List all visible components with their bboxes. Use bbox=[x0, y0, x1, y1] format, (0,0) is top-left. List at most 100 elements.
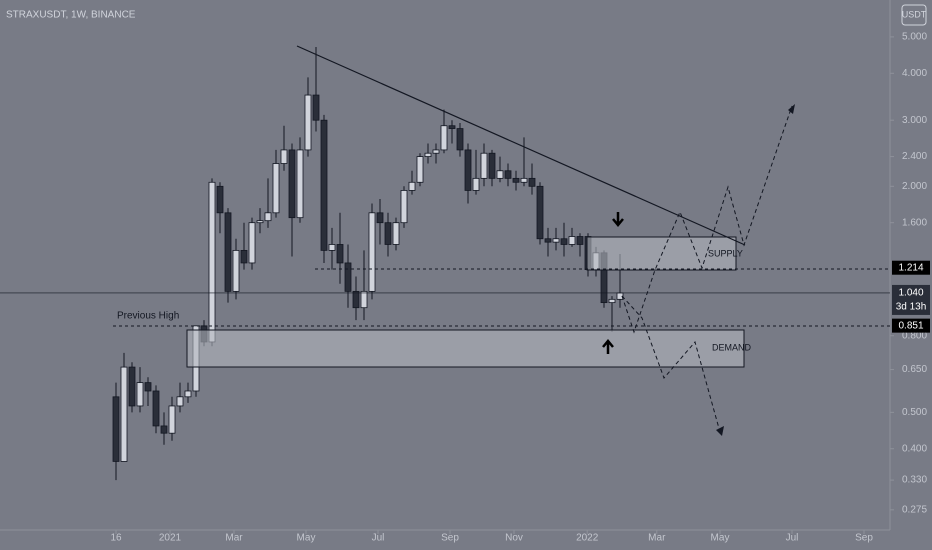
candle-body bbox=[344, 262, 352, 292]
candle-body bbox=[520, 177, 528, 183]
candle-body bbox=[496, 170, 504, 179]
candle-body bbox=[608, 298, 616, 304]
candle-body bbox=[216, 185, 224, 214]
x-tick-label: Jul bbox=[372, 533, 385, 544]
candle-body bbox=[320, 119, 328, 251]
candle-body bbox=[128, 366, 136, 407]
candle-body bbox=[208, 181, 216, 343]
x-tick-label: Sep bbox=[441, 533, 459, 544]
candle-body bbox=[144, 382, 152, 392]
chart-title: STRAXUSDT, 1W, BINANCE bbox=[6, 10, 136, 21]
x-tick-label: 2021 bbox=[159, 533, 182, 544]
x-tick-label: May bbox=[711, 533, 730, 544]
candle-body bbox=[392, 222, 400, 245]
candle-body bbox=[352, 290, 360, 309]
up-arrow bbox=[602, 339, 614, 354]
candle-body bbox=[552, 238, 560, 243]
x-tick-label: Jul bbox=[786, 533, 799, 544]
candle-body bbox=[328, 244, 336, 251]
trend-line bbox=[296, 45, 746, 246]
candle-body bbox=[416, 156, 424, 183]
x-tick-label: Nov bbox=[505, 533, 523, 544]
candle-body bbox=[368, 212, 376, 292]
bear-scenario bbox=[621, 295, 721, 433]
x-tick-label: May bbox=[297, 533, 316, 544]
arrow-head bbox=[788, 104, 795, 114]
candle-body bbox=[264, 212, 272, 222]
candle-body bbox=[472, 177, 480, 191]
candle-body bbox=[168, 405, 176, 434]
y-tick-label: 0.500 bbox=[902, 407, 927, 418]
y-tick-label: 5.000 bbox=[902, 32, 927, 43]
candle-body bbox=[288, 149, 296, 219]
previous-high-label: Previous High bbox=[117, 311, 179, 322]
supply-zone bbox=[586, 236, 737, 271]
x-tick-label: 2022 bbox=[576, 533, 599, 544]
countdown: 3d 13h bbox=[896, 302, 927, 313]
candle-body bbox=[304, 94, 312, 151]
candle-body bbox=[224, 212, 232, 292]
candle-body bbox=[240, 249, 248, 264]
candle-body bbox=[480, 152, 488, 179]
candle-body bbox=[160, 425, 168, 434]
candle-body bbox=[248, 222, 256, 264]
candle-body bbox=[568, 236, 576, 245]
candle-body bbox=[232, 249, 240, 292]
candle-body bbox=[336, 244, 344, 264]
candle-body bbox=[184, 390, 192, 398]
candle-body bbox=[528, 177, 536, 187]
bull-scenario bbox=[621, 105, 793, 334]
y-tick-label: 4.000 bbox=[902, 68, 927, 79]
price-label: 1.040 bbox=[898, 288, 923, 299]
y-tick-label: 0.650 bbox=[902, 364, 927, 375]
x-tick-label: Mar bbox=[225, 533, 243, 544]
candle-body bbox=[176, 396, 184, 407]
y-tick-label: 2.400 bbox=[902, 151, 927, 162]
arrow-head bbox=[716, 426, 724, 436]
candle-body bbox=[280, 149, 288, 164]
candle-body bbox=[432, 149, 440, 154]
candle-body bbox=[112, 396, 120, 462]
demand-zone bbox=[186, 329, 745, 368]
candle-body bbox=[536, 185, 544, 240]
candle-body bbox=[448, 125, 456, 129]
x-tick-label: 16 bbox=[110, 533, 122, 544]
candle-body bbox=[464, 149, 472, 191]
candle-body bbox=[272, 163, 280, 214]
candle-body bbox=[312, 94, 320, 121]
price-label-box bbox=[892, 284, 930, 315]
candle-body bbox=[376, 212, 384, 224]
candle-body bbox=[424, 152, 432, 157]
y-tick-label: 0.400 bbox=[902, 443, 927, 454]
candle-body bbox=[512, 177, 520, 183]
candle-body bbox=[456, 128, 464, 151]
candle-body bbox=[440, 125, 448, 151]
candle-body bbox=[152, 390, 160, 427]
candle-body bbox=[256, 220, 264, 224]
y-tick-label: 0.800 bbox=[902, 330, 927, 341]
currency-box[interactable] bbox=[901, 4, 927, 26]
price-label-box bbox=[892, 260, 930, 275]
down-arrow bbox=[612, 212, 624, 227]
x-tick-label: Mar bbox=[648, 533, 666, 544]
candle-body bbox=[408, 181, 416, 191]
candle-body bbox=[400, 190, 408, 224]
y-tick-label: 2.000 bbox=[902, 181, 927, 192]
candle-body bbox=[544, 238, 552, 243]
price-label: 1.214 bbox=[898, 262, 923, 273]
candle-body bbox=[488, 152, 496, 179]
price-label-box bbox=[892, 318, 930, 333]
candle-body bbox=[120, 366, 128, 462]
x-tick-label: Sep bbox=[855, 533, 873, 544]
candle-body bbox=[504, 170, 512, 179]
currency[interactable]: USDT bbox=[902, 9, 927, 19]
supply-label: SUPPLY bbox=[708, 248, 743, 258]
y-tick-label: 3.000 bbox=[902, 115, 927, 126]
demand-label: DEMAND bbox=[712, 342, 752, 352]
y-tick-label: 0.330 bbox=[902, 475, 927, 486]
candle-body bbox=[560, 238, 568, 245]
y-tick-label: 1.600 bbox=[902, 217, 927, 228]
candle-body bbox=[296, 149, 304, 219]
